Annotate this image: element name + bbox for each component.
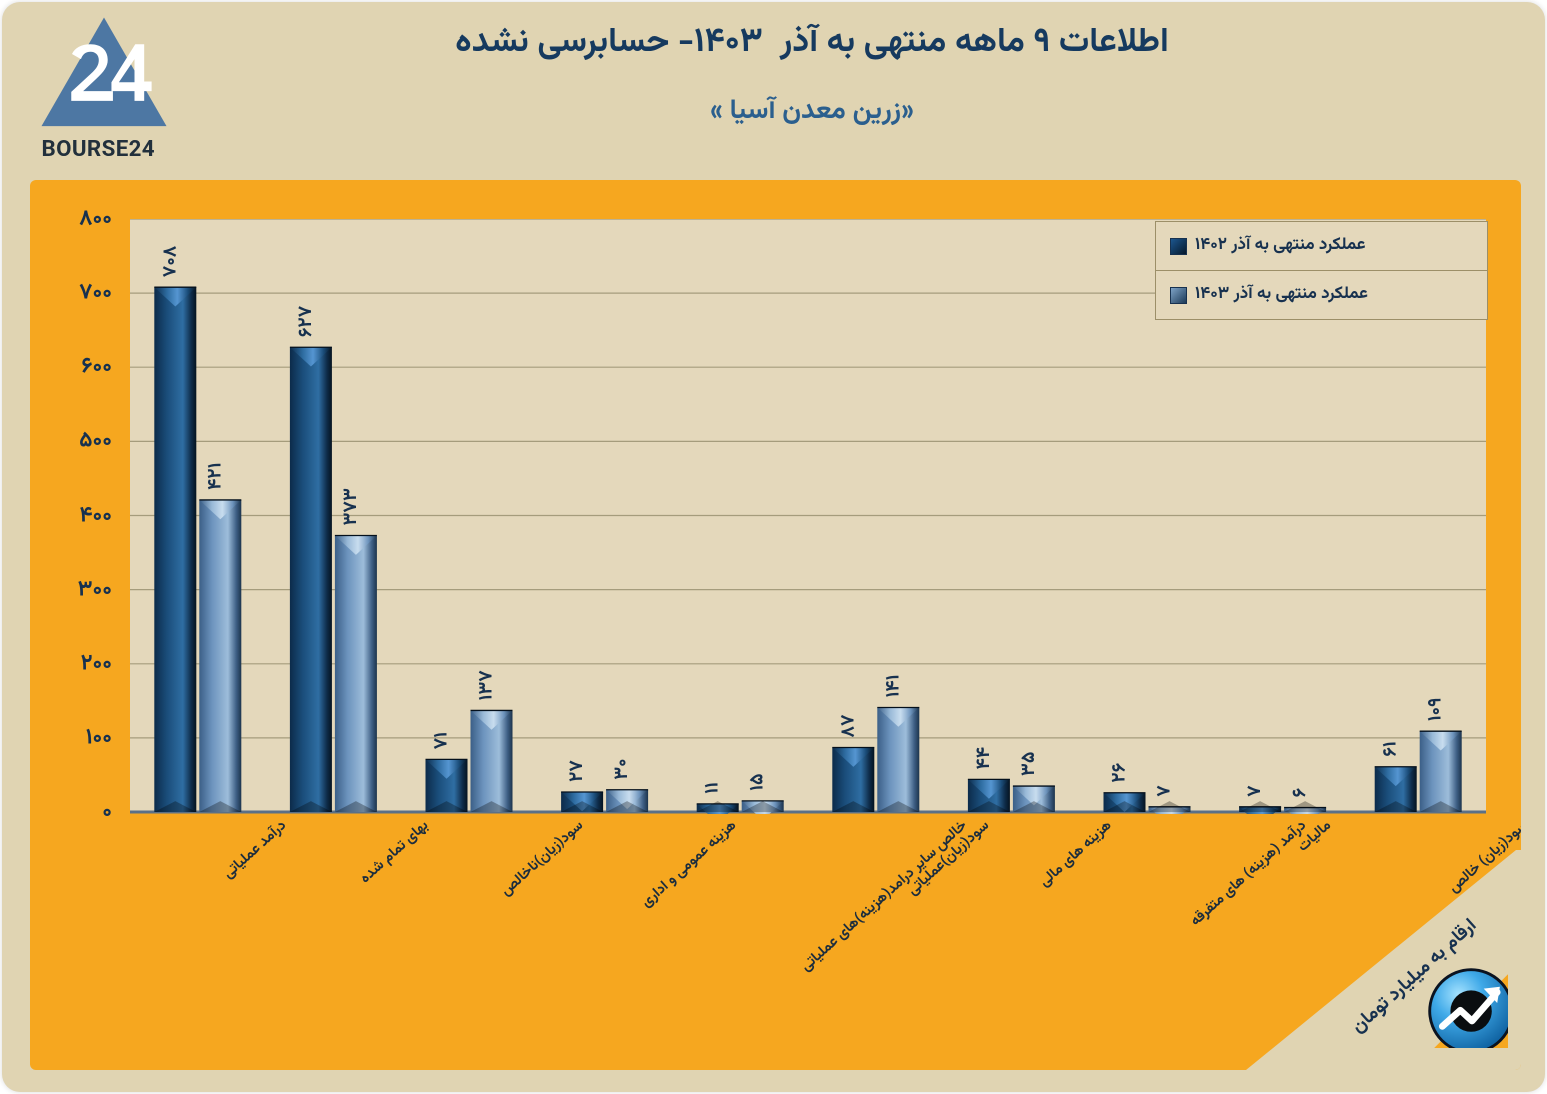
svg-text:۱۳۷: ۱۳۷ (474, 670, 503, 701)
svg-text:۳۵: ۳۵ (1016, 752, 1045, 776)
svg-text:۷: ۷ (1152, 785, 1181, 797)
svg-text:۶۲۷: ۶۲۷ (293, 305, 322, 337)
svg-text:۶۱: ۶۱ (1378, 741, 1407, 757)
svg-text:۳۷۳: ۳۷۳ (338, 488, 367, 525)
svg-text:۴۲۱: ۴۲۱ (202, 462, 231, 489)
svg-text:۸۷: ۸۷ (835, 714, 864, 738)
svg-text:۱۰۹: ۱۰۹ (1423, 697, 1452, 721)
svg-text:۷۱: ۷۱ (429, 732, 458, 749)
svg-text:۱۱: ۱۱ (700, 782, 729, 794)
svg-text:BOURSE24: BOURSE24 (41, 133, 155, 165)
svg-text:۲۶: ۲۶ (1107, 762, 1136, 782)
svg-text:۲۷: ۲۷ (564, 760, 593, 782)
svg-text:۴۴: ۴۴ (971, 747, 1000, 769)
svg-text:۳۰: ۳۰ (609, 758, 638, 779)
svg-text:۱۵: ۱۵ (745, 773, 774, 790)
svg-text:۶: ۶ (1287, 788, 1316, 798)
svg-text:۱۴۱: ۱۴۱ (880, 675, 909, 698)
svg-text:۷۰۸: ۷۰۸ (157, 245, 186, 277)
svg-text:۷: ۷ (1242, 785, 1271, 797)
